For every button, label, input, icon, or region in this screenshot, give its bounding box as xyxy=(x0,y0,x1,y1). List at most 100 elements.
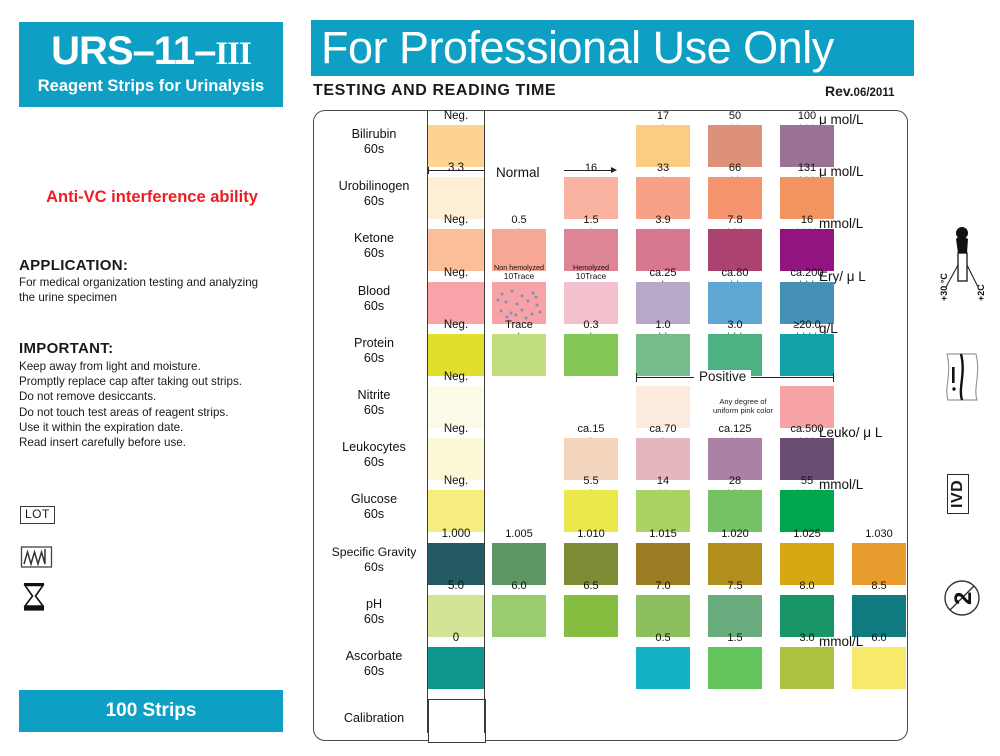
color-swatch xyxy=(428,542,484,585)
brand-banner: URS–11–III Reagent Strips for Urinalysis xyxy=(19,22,283,107)
color-swatch xyxy=(428,438,484,481)
swatch-caption-value: 3.9 xyxy=(655,214,671,227)
color-swatch xyxy=(780,386,834,428)
important-heading: IMPORTANT: xyxy=(19,340,114,357)
swatch-caption-value: ca.25 xyxy=(649,266,677,279)
color-swatch xyxy=(428,647,484,689)
swatch-caption-value: ca.125 xyxy=(718,423,752,436)
swatch-caption: 1.010 xyxy=(563,527,619,541)
analyte-label: Urobilinogen 60s xyxy=(314,179,434,209)
anti-vc-notice: Anti-VC interference ability xyxy=(46,188,258,206)
swatch-caption-value: 0.5 xyxy=(511,214,527,227)
unit-label: g/L xyxy=(819,320,838,336)
swatch-caption-value: 55 xyxy=(800,475,814,488)
do-not-reuse-symbol: 2 xyxy=(939,571,985,625)
icon-rail: +30 °C +2C IVD 2 xyxy=(925,0,1000,756)
color-swatch xyxy=(564,281,618,324)
use-by-symbol-row xyxy=(20,581,55,619)
important-line: Do not touch test areas of reagent strip… xyxy=(19,405,229,419)
important-line: Promptly replace cap after taking out st… xyxy=(19,375,242,389)
swatch-caption-value: 10Trace xyxy=(503,270,535,281)
swatch-caption-value: 1.010 xyxy=(577,527,605,540)
svg-text:2: 2 xyxy=(950,592,977,605)
color-swatch xyxy=(708,281,762,324)
color-swatch xyxy=(852,647,906,689)
color-swatch xyxy=(564,542,618,585)
analyte-label: Blood 60s xyxy=(314,284,434,314)
color-swatch xyxy=(564,333,618,376)
brand-subtitle: Reagent Strips for Urinalysis xyxy=(37,77,265,95)
temp-high-label: +30 °C xyxy=(939,273,949,301)
color-swatch xyxy=(428,125,484,167)
unit-label: mmol/L xyxy=(819,634,864,649)
swatch-caption-value: ca.15 xyxy=(577,423,605,436)
color-swatch xyxy=(636,490,690,533)
color-swatch xyxy=(780,647,834,689)
color-swatch xyxy=(428,490,484,533)
color-swatch xyxy=(636,125,690,167)
color-swatch xyxy=(780,125,834,167)
color-swatch xyxy=(636,438,690,481)
analyte-label: Protein 60s xyxy=(314,336,434,366)
swatch-caption: 7.5 xyxy=(707,580,763,593)
swatch-caption-value: 16 xyxy=(800,214,814,227)
brand-title-main: URS–11– xyxy=(51,29,216,73)
unit-label: μ mol/L xyxy=(819,112,864,127)
swatch-caption-value: 100 xyxy=(797,110,817,122)
color-swatch xyxy=(708,542,762,585)
analyte-name: Protein xyxy=(354,335,394,350)
unit-label: Ery/ μ L xyxy=(819,268,866,284)
color-swatch xyxy=(708,229,762,272)
color-swatch xyxy=(852,594,906,637)
important-block: IMPORTANT: Keep away from light and mois… xyxy=(19,340,287,450)
analyte-read-time: 60s xyxy=(363,611,385,626)
color-swatch xyxy=(492,229,546,272)
swatch-caption: 8.5 xyxy=(851,580,907,593)
swatch-caption: 6.0 xyxy=(851,632,907,645)
color-swatch xyxy=(428,177,484,220)
color-swatch xyxy=(780,177,834,220)
brand-title: URS–11–III xyxy=(19,29,283,76)
color-swatch xyxy=(428,229,484,272)
revision-prefix: Rev. xyxy=(825,83,854,99)
swatch-caption-value: 1.005 xyxy=(505,527,533,540)
analyte-label: Nitrite 60s xyxy=(314,388,434,418)
lot-symbol-row: LOT xyxy=(20,505,55,543)
swatch-caption-value: 33 xyxy=(656,162,670,175)
analyte-label: Ketone 60s xyxy=(314,231,434,261)
swatch-caption-value: 10Trace xyxy=(575,270,607,281)
strip-caption: Neg. xyxy=(443,475,469,488)
swatch-caption: 1.030 xyxy=(851,528,907,541)
swatch-caption: 1.015 xyxy=(635,528,691,541)
swatch-caption: 7.0 xyxy=(635,580,691,593)
swatch-caption: 6.0 xyxy=(491,580,547,593)
analyte-name: Ascorbate xyxy=(345,649,403,663)
positive-bracket-label: Positive xyxy=(694,370,752,383)
swatch-caption: 1.025 xyxy=(779,528,835,541)
consult-instructions-symbol xyxy=(940,350,984,404)
brand-title-roman: III xyxy=(215,36,252,72)
analyte-label: Calibration xyxy=(314,711,434,726)
swatch-caption-value: 0.3 xyxy=(583,318,599,331)
color-swatch xyxy=(636,647,690,689)
analyte-label: Leukocytes 60s xyxy=(314,440,434,470)
strip-caption: Neg. xyxy=(443,318,469,331)
swatch-caption-value: 50 xyxy=(728,110,742,122)
reference-strip-column xyxy=(427,111,485,733)
color-swatch xyxy=(564,438,618,481)
color-swatch xyxy=(780,281,834,324)
strip-caption: 1.000 xyxy=(441,527,471,540)
unit-label: μ mol/L xyxy=(819,164,864,180)
unit-label: Leuko/ μ L xyxy=(819,425,883,441)
swatch-caption-value: 3.0 xyxy=(799,632,815,644)
uro-normal-range-line xyxy=(564,170,612,172)
analyte-read-time: 60s xyxy=(363,194,385,209)
analyte-name: Glucose xyxy=(350,492,398,507)
strip-caption: 0 xyxy=(452,632,460,644)
ivd-label: IVD xyxy=(947,473,969,514)
swatch-caption-value: Trace xyxy=(505,318,533,331)
positive-bracket-tick-right xyxy=(833,373,834,382)
color-swatch xyxy=(492,333,546,376)
color-swatch xyxy=(852,542,906,585)
color-swatch xyxy=(492,594,546,637)
